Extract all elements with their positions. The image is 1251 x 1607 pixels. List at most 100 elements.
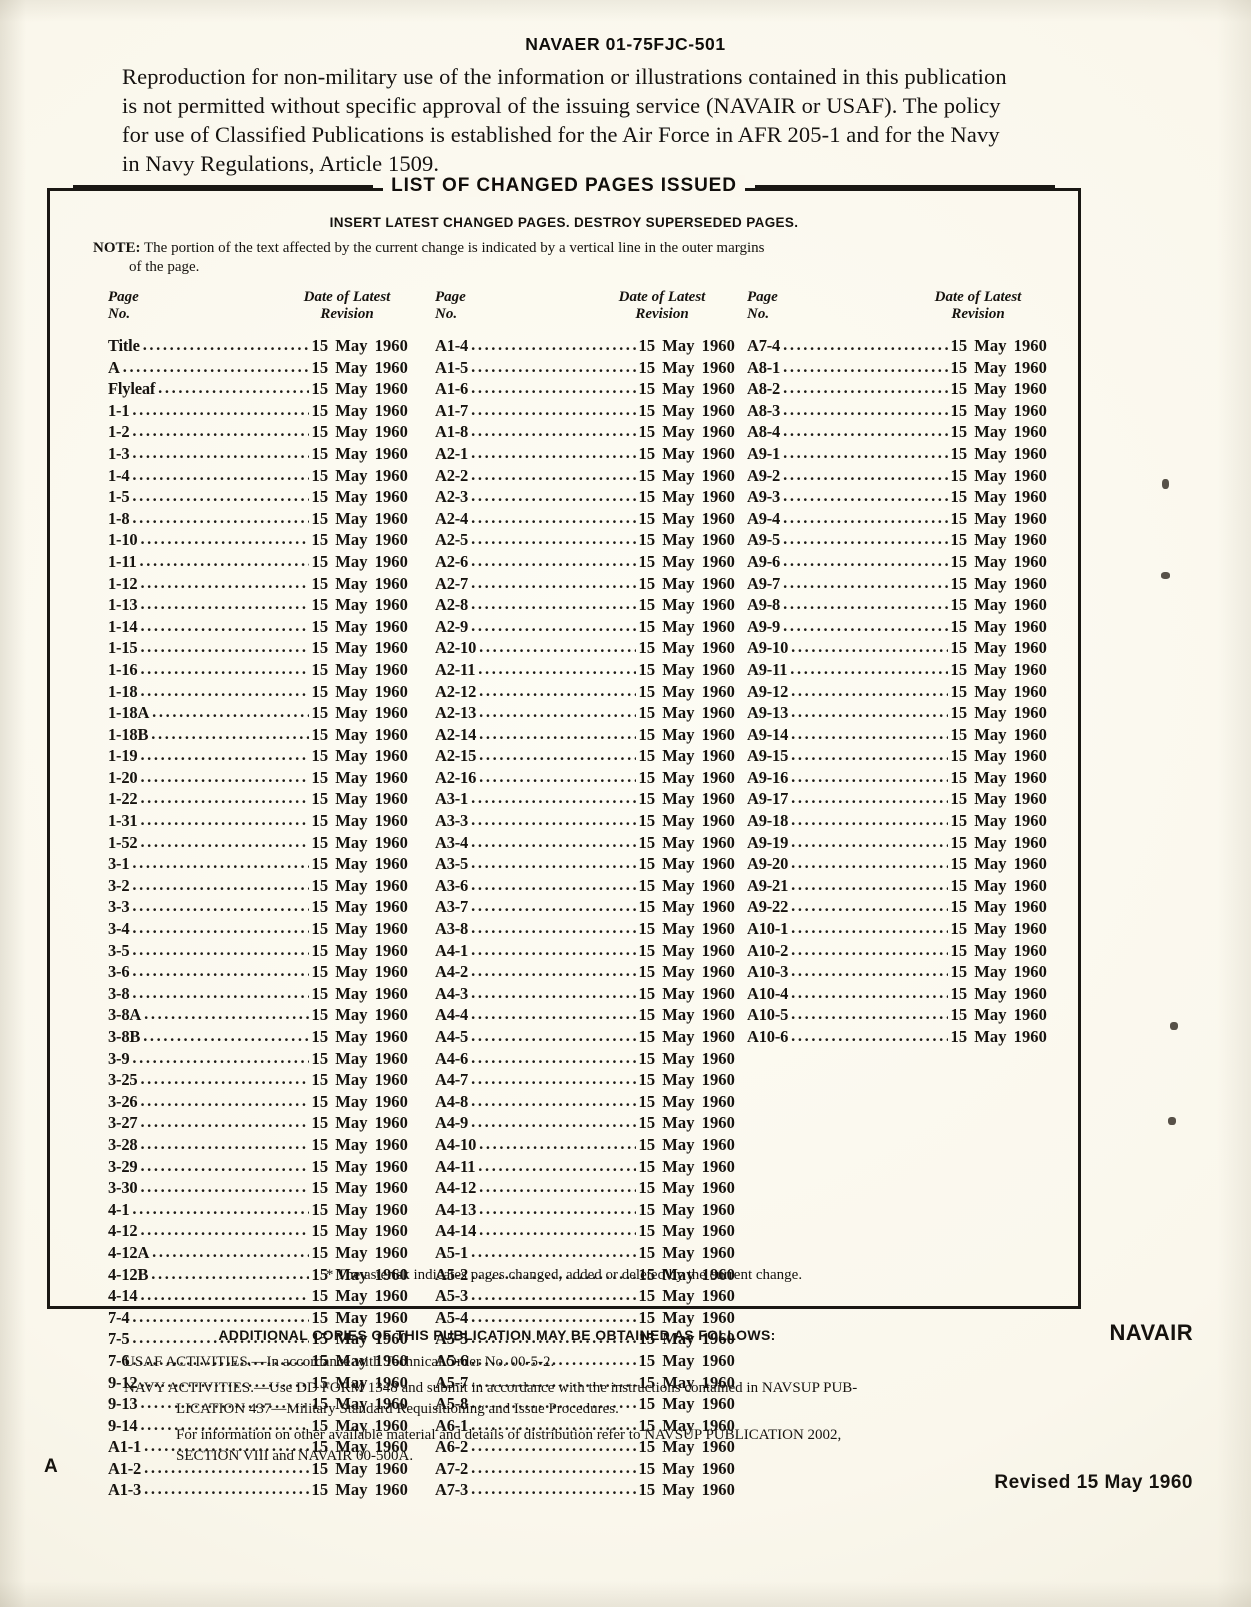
changed-page-entry: A2-3..............................15May1… — [435, 486, 735, 508]
entry-day: 15 — [311, 1156, 329, 1176]
entry-page-number: A6-1 — [435, 1415, 469, 1435]
entry-month: May — [662, 595, 695, 615]
entry-month: May — [974, 962, 1007, 982]
entry-revision-date: 15 May 1960 — [312, 875, 408, 897]
changed-page-entry: A1-3..............................15May1… — [108, 1479, 408, 1501]
entry-page-number: 9-13 — [108, 1394, 138, 1414]
entry-revision-date: 15 May 1960 — [639, 421, 735, 443]
entry-revision-date: 15 May 1960 — [951, 551, 1047, 573]
entry-month: May — [335, 357, 368, 377]
entry-revision-date: 15 May 1960 — [312, 357, 408, 379]
entry-leader-dots: .............................. — [140, 1371, 309, 1391]
entry-revision-date: 15 May 1960 — [639, 378, 735, 400]
entry-day: 15 — [311, 1372, 329, 1392]
entry-month: May — [335, 832, 368, 852]
entry-day: 15 — [638, 508, 656, 528]
entry-page-number: A3-6 — [435, 875, 469, 895]
entry-month: May — [662, 1134, 695, 1154]
entry-leader-dots: .............................. — [783, 421, 947, 441]
entry-leader-dots: .............................. — [140, 529, 309, 549]
document-number: NAVAER 01-75FJC-501 — [525, 34, 726, 54]
entry-page-number: A4-14 — [435, 1221, 477, 1241]
entry-month: May — [662, 530, 695, 550]
entry-page-number: A9-5 — [747, 530, 781, 550]
entry-revision-date: 15 May 1960 — [951, 918, 1047, 940]
entry-year: 1960 — [1013, 573, 1047, 593]
changed-page-entry: 3-8A..............................15May1… — [108, 1004, 408, 1026]
changed-page-entry: 1-10..............................15May1… — [108, 529, 408, 551]
entry-month: May — [662, 400, 695, 420]
column-header-date-line1: Date of Latest — [303, 289, 391, 305]
entry-page-number: A4-2 — [435, 962, 469, 982]
changed-page-entry: 3-3..............................15 May 19… — [108, 896, 408, 918]
entry-year: 1960 — [701, 767, 735, 787]
entry-leader-dots: .............................. — [471, 853, 635, 873]
entry-page-number: A10-1 — [747, 919, 789, 939]
entry-page-number: 7-5 — [108, 1329, 130, 1349]
entry-month: May — [335, 1134, 368, 1154]
entry-year: 1960 — [701, 1199, 735, 1219]
entry-month: May — [662, 336, 695, 355]
column-header-page-1: Page No. — [108, 289, 139, 323]
entry-page-number: 3-8 — [108, 983, 130, 1003]
entry-revision-date: 15 May 1960 — [312, 1328, 408, 1350]
entry-page-number: A9-18 — [747, 811, 789, 831]
entry-day: 15 — [950, 681, 968, 701]
entry-page-number: A4-6 — [435, 1048, 469, 1068]
entry-month: May — [974, 530, 1007, 550]
entry-page-number: 7-6 — [108, 1350, 130, 1370]
entry-page-number: A9-13 — [747, 703, 789, 723]
entry-revision-date: 15 May 1960 — [312, 1156, 408, 1178]
entry-year: 1960 — [701, 832, 735, 852]
entry-month: May — [974, 767, 1007, 787]
entry-day: 15 — [950, 616, 968, 636]
column-header-date-line1: Date of Latest — [934, 289, 1022, 305]
changed-page-entry: A2-10..............................15 May… — [435, 637, 735, 659]
changed-page-entry: 4-14..............................15May1… — [108, 1285, 408, 1307]
entry-year: 1960 — [701, 1415, 735, 1435]
entry-page-number: A9-19 — [747, 832, 789, 852]
entry-revision-date: 15 May 1960 — [639, 1004, 735, 1026]
entry-page-number: A9-4 — [747, 508, 781, 528]
entry-year: 1960 — [701, 400, 735, 420]
entry-revision-date: 15 May 1960 — [639, 1393, 735, 1415]
entry-page-number: A3-3 — [435, 811, 469, 831]
entry-revision-date: 15 May 1960 — [639, 853, 735, 875]
changed-page-entry: 1-19..............................15May1… — [108, 745, 408, 767]
entry-page-number: 4-12A — [108, 1242, 150, 1262]
entry-leader-dots: .............................. — [471, 615, 635, 635]
entry-month: May — [974, 422, 1007, 442]
entry-year: 1960 — [374, 530, 408, 550]
entry-leader-dots: .............................. — [783, 464, 947, 484]
entry-leader-dots: .............................. — [140, 1220, 309, 1240]
distribution-info-text-continued: SECTION VIII and NAVAIR 00-500A. — [176, 1448, 414, 1464]
entry-revision-date: 15 May 1960 — [312, 961, 408, 983]
entry-day: 15 — [311, 919, 329, 939]
entry-leader-dots: .............................. — [791, 788, 947, 808]
entry-revision-date: 15 May 1960 — [639, 335, 735, 357]
entry-month: May — [662, 551, 695, 571]
entry-year: 1960 — [374, 746, 408, 766]
entry-year: 1960 — [374, 551, 408, 571]
entry-revision-date: 15 May 1960 — [312, 983, 408, 1005]
entry-month: May — [335, 443, 368, 463]
entry-month: May — [335, 897, 368, 917]
entry-leader-dots: .............................. — [140, 1414, 309, 1434]
entry-leader-dots: .............................. — [140, 1285, 309, 1305]
entry-year: 1960 — [374, 336, 408, 355]
entry-month: May — [335, 789, 368, 809]
entry-year: 1960 — [701, 1070, 735, 1090]
entry-revision-date: 15 May 1960 — [639, 1112, 735, 1134]
entry-page-number: A9-20 — [747, 854, 789, 874]
entry-day: 15 — [311, 1458, 329, 1478]
entry-revision-date: 15 May 1960 — [639, 1372, 735, 1394]
box-title: LIST OF CHANGED PAGES ISSUED — [383, 175, 745, 197]
entry-month: May — [335, 724, 368, 744]
entry-year: 1960 — [1013, 919, 1047, 939]
entry-leader-dots: .............................. — [479, 766, 635, 786]
entry-month: May — [335, 659, 368, 679]
entry-year: 1960 — [701, 1005, 735, 1025]
entry-leader-dots: .............................. — [471, 356, 635, 376]
entry-revision-date: 15 May 1960 — [951, 724, 1047, 746]
entry-revision-date: 15 May 1960 — [312, 1242, 408, 1264]
